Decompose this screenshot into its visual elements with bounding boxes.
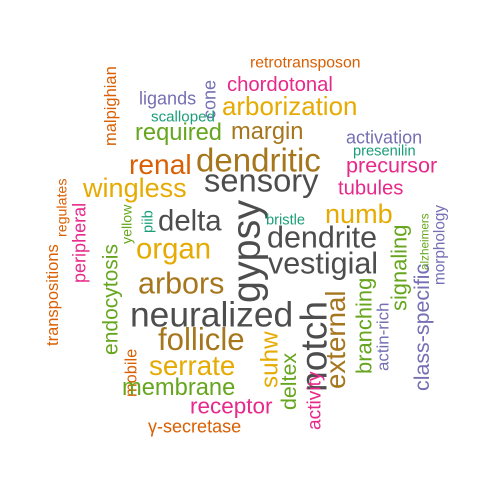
- word-external: external: [320, 290, 352, 389]
- word-endocytosis: endocytosis: [98, 244, 123, 355]
- word-regulates: regulates: [54, 178, 71, 237]
- word-neuralized: neuralized: [130, 294, 294, 335]
- word-piib: piib: [138, 210, 156, 233]
- word-delta: delta: [158, 203, 222, 238]
- word-receptor: receptor: [190, 393, 273, 419]
- word-bristle: bristle: [266, 210, 306, 228]
- word-dendritic: dendritic: [196, 141, 321, 179]
- word-arborization: arborization: [222, 91, 358, 121]
- word-required: required: [135, 118, 222, 146]
- word-gypsy: gypsy: [225, 199, 269, 303]
- word-numb: numb: [325, 198, 393, 229]
- word-membrane: membrane: [122, 373, 236, 401]
- word-deltex: deltex: [276, 352, 301, 410]
- word-renal: renal: [129, 149, 192, 181]
- word-wingless: wingless: [83, 172, 187, 203]
- word-malpighian: malpighian: [102, 66, 121, 146]
- word-yellow: yellow: [118, 204, 135, 244]
- word-retrotransposon: retrotransposon: [250, 53, 361, 72]
- word-activity: activity: [303, 371, 326, 430]
- word-margin: margin: [231, 117, 304, 145]
- word-class-specific: class-specific: [409, 263, 434, 391]
- word-follicle: follicle: [158, 322, 245, 358]
- word-tubules: tubules: [338, 176, 404, 200]
- word-precursor: precursor: [346, 153, 438, 178]
- word-scalloped: scalloped: [151, 108, 215, 125]
- word-activation: activation: [346, 128, 423, 149]
- word-vestigial: vestigial: [268, 245, 379, 281]
- word-branching: branching: [351, 277, 377, 374]
- word-transpositions: transpositions: [43, 244, 62, 346]
- word-organ: organ: [136, 231, 212, 266]
- word-gamma-secretase: γ-secretase: [148, 417, 242, 438]
- word-alzheimers: alzheimers: [417, 213, 432, 270]
- word-actin-rich: actin-rich: [374, 302, 394, 371]
- word-arbors: arbors: [138, 265, 225, 301]
- word-presenilin: presenilin: [353, 141, 416, 159]
- word-ligands: ligands: [139, 89, 197, 110]
- word-dendrite: dendrite: [267, 219, 378, 255]
- word-peripheral: peripheral: [69, 202, 91, 283]
- word-chordotonal: chordotonal: [227, 72, 333, 96]
- word-morphology: morphology: [430, 204, 449, 285]
- word-sensory: sensory: [204, 162, 319, 200]
- word-serrate: serrate: [149, 351, 236, 382]
